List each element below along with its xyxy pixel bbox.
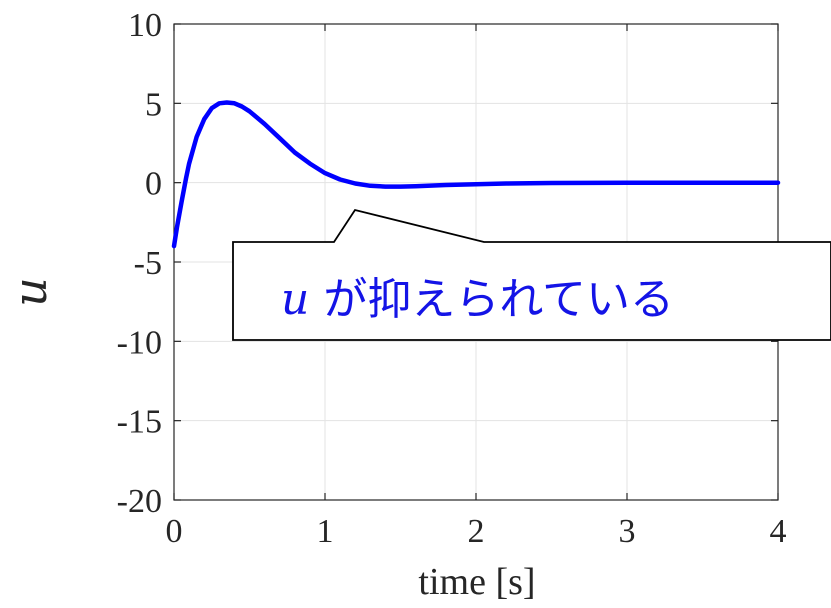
x-tick-label: 4 [770,513,787,550]
y-tick-label: -15 [117,404,162,441]
y-tick-label: -5 [134,245,162,282]
y-tick-label: 5 [145,86,162,123]
callout-variable: u [281,274,309,325]
x-tick-label: 1 [317,513,334,550]
callout-message: が抑えられている [309,274,674,325]
y-tick-label: 0 [145,166,162,203]
series-line [171,100,781,249]
y-axis-label: u [3,277,57,307]
callout-text: u が抑えられている [281,274,674,325]
y-tick-label: -10 [117,324,162,361]
x-tick-label: 0 [166,513,183,550]
y-tick-labels: 10 5 0 -5 -10 -15 -20 [117,7,162,520]
y-tick-label: 10 [128,7,162,44]
callout-box [232,208,831,341]
x-tick-labels: 0 1 2 3 4 [166,513,787,550]
y-tick-label: -20 [117,483,162,520]
x-tick-label: 2 [468,513,485,550]
x-axis-label: time [s] [418,561,535,603]
x-tick-label: 3 [619,513,636,550]
